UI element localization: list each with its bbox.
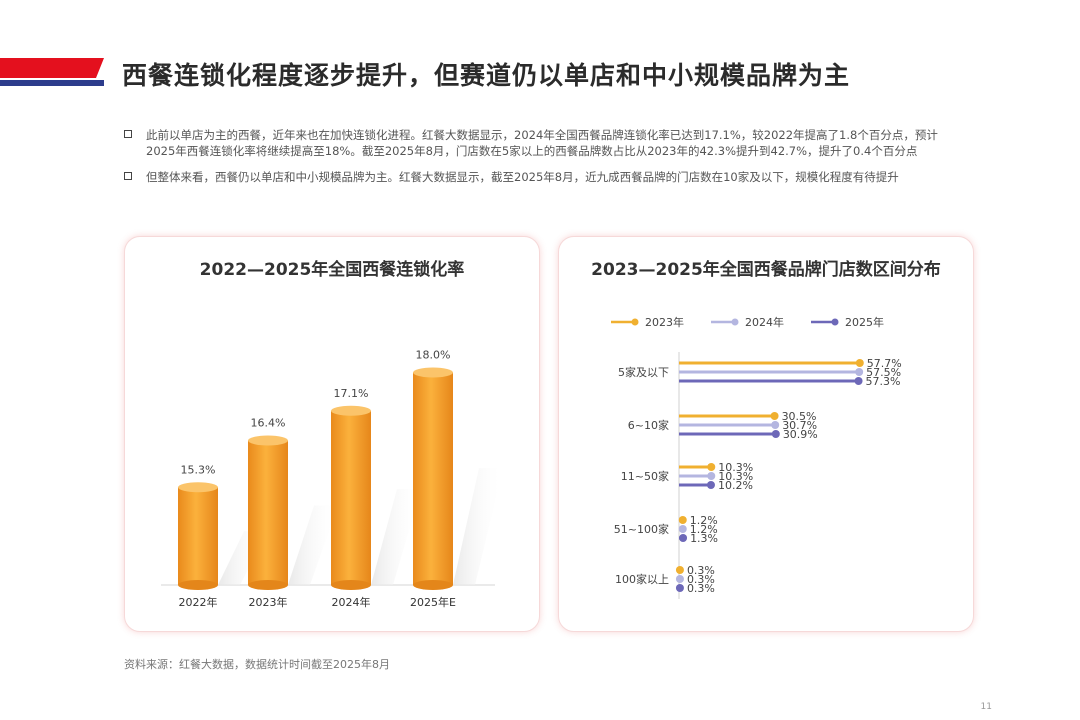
bar: [178, 487, 218, 585]
lollipop-dot: [706, 481, 715, 489]
data-label: 0.3%: [687, 573, 715, 586]
bar-base: [248, 580, 288, 590]
y-category-label: 11~50家: [621, 469, 669, 483]
bar-base: [178, 580, 218, 590]
legend-label: 2025年: [845, 315, 884, 329]
bar-base: [413, 580, 453, 590]
bullet-list: 此前以单店为主的西餐，近年来也在加快连锁化进程。红餐大数据显示，2024年全国西…: [124, 127, 964, 195]
chart-title: 2023—2025年全国西餐品牌门店数区间分布: [591, 260, 941, 280]
data-label: 10.2%: [718, 479, 753, 492]
legend-label: 2024年: [745, 315, 784, 329]
data-label: 30.9%: [783, 428, 818, 441]
data-label: 57.5%: [866, 366, 901, 379]
title-ribbon: [0, 58, 104, 86]
legend-marker-dot: [731, 318, 739, 326]
lollipop-dot: [675, 566, 684, 574]
legend-label: 2023年: [645, 315, 684, 329]
data-label: 57.7%: [867, 357, 902, 370]
x-tick-label: 2022年: [179, 595, 218, 609]
bar: [248, 440, 288, 585]
lollipop-dot: [770, 412, 779, 420]
store-distribution-lollipop-chart: 2023年 2024年 2025年 5家及以下 57.7%57.5%57.3% 6~10家…: [611, 315, 902, 599]
y-category-label: 51~100家: [614, 522, 669, 536]
bullet-text: 此前以单店为主的西餐，近年来也在加快连锁化进程。红餐大数据显示，2024年全国西…: [146, 128, 938, 158]
data-label: 0.3%: [687, 564, 715, 577]
square-bullet-icon: [124, 130, 132, 138]
bar-shadow: [453, 468, 503, 585]
lollipop-dot: [675, 584, 684, 592]
bar-top: [331, 405, 371, 416]
data-label: 10.3%: [718, 461, 753, 474]
lollipop-dot: [855, 359, 864, 367]
data-label: 1.2%: [690, 514, 718, 527]
chart-title: 2022—2025年全国西餐连锁化率: [199, 260, 465, 280]
data-label: 10.3%: [718, 470, 753, 483]
data-label: 17.1%: [334, 387, 369, 400]
lollipop-dot: [707, 472, 716, 480]
y-category-label: 5家及以下: [618, 365, 669, 379]
x-tick-label: 2025年E: [410, 595, 456, 609]
bar-shadow: [371, 489, 421, 585]
lollipop-dot: [771, 421, 780, 429]
lollipop-dot: [678, 516, 687, 524]
square-bullet-icon: [124, 172, 132, 180]
bullet-item: 但整体来看，西餐仍以单店和中小规模品牌为主。红餐大数据显示，截至2025年8月，…: [124, 169, 964, 185]
data-label: 1.3%: [690, 532, 718, 545]
data-label: 0.3%: [687, 582, 715, 595]
lollipop-dot: [771, 430, 780, 438]
lollipop-dot: [678, 525, 687, 533]
data-label: 30.7%: [782, 419, 817, 432]
bar-top: [178, 482, 218, 493]
lollipop-dot: [707, 463, 716, 471]
store-distribution-chart-card: 2023—2025年全国西餐品牌门店数区间分布 2023年 2024年 2025年 5…: [558, 236, 974, 632]
lollipop-dot: [854, 377, 863, 385]
data-label: 15.3%: [181, 463, 216, 476]
x-tick-label: 2023年: [249, 595, 288, 609]
y-category-label: 100家以上: [615, 572, 669, 586]
source-note: 资料来源：红餐大数据，数据统计时间截至2025年8月: [124, 658, 390, 671]
chain-rate-chart-card: 2022—2025年全国西餐连锁化率 15.3% 2022年 16.4% 2023年 1…: [124, 236, 540, 632]
lollipop-dot: [855, 368, 864, 376]
bullet-item: 此前以单店为主的西餐，近年来也在加快连锁化进程。红餐大数据显示，2024年全国西…: [124, 127, 964, 159]
data-label: 1.2%: [690, 523, 718, 536]
page-title: 西餐连锁化程度逐步提升，但赛道仍以单店和中小规模品牌为主: [122, 61, 851, 90]
chain-rate-bar-chart: 15.3% 2022年 16.4% 2023年 17.1% 2024年 18.0% 2025年…: [161, 349, 503, 609]
bar-top: [248, 435, 288, 446]
lollipop-dot: [675, 575, 684, 583]
data-label: 57.3%: [866, 375, 901, 388]
bar-shadow: [288, 505, 338, 585]
x-tick-label: 2024年: [332, 595, 371, 609]
bullet-text: 但整体来看，西餐仍以单店和中小规模品牌为主。红餐大数据显示，截至2025年8月，…: [146, 170, 899, 184]
bar-top: [413, 367, 453, 378]
page-number: 11: [980, 702, 992, 712]
bar-base: [331, 580, 371, 590]
data-label: 16.4%: [251, 417, 286, 430]
lollipop-dot: [679, 534, 688, 542]
bar: [331, 410, 371, 585]
y-category-label: 6~10家: [628, 418, 669, 432]
data-label: 30.5%: [782, 410, 817, 423]
legend-marker-dot: [631, 318, 639, 326]
data-label: 18.0%: [416, 349, 451, 362]
bar: [413, 372, 453, 585]
legend-marker-dot: [831, 318, 839, 326]
